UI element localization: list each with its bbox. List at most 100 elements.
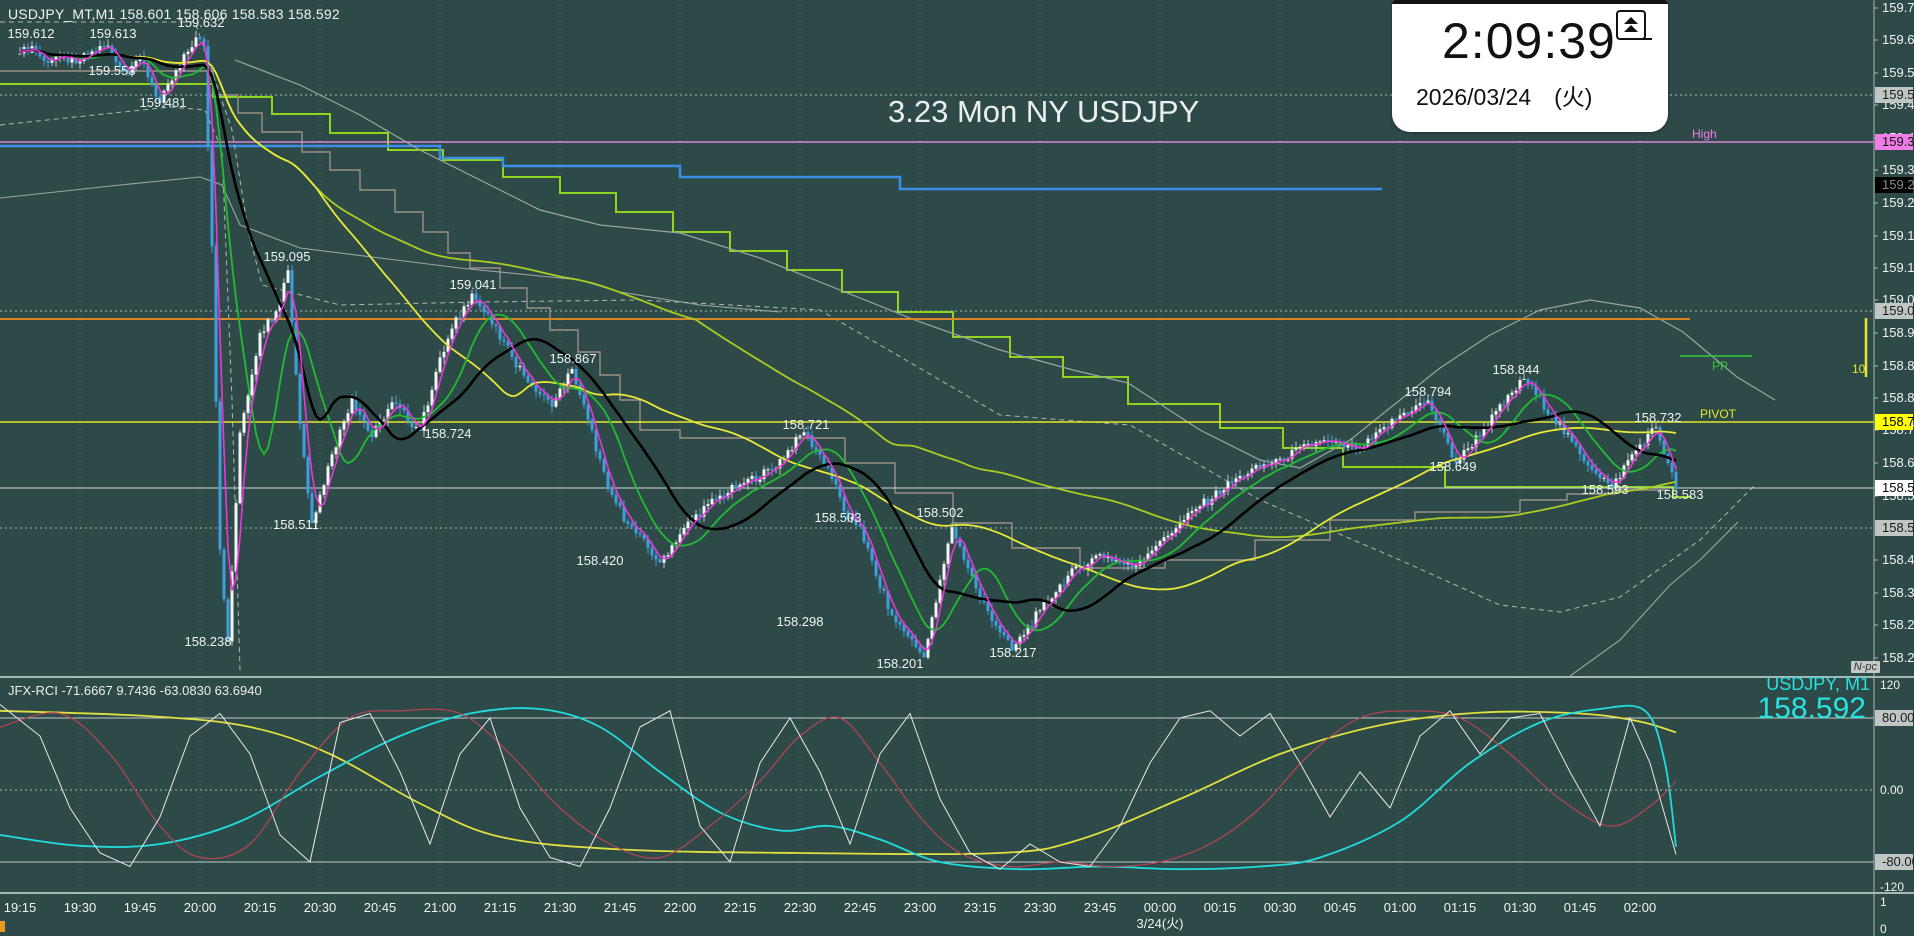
svg-text:20:00: 20:00 <box>184 900 217 915</box>
svg-text:159.550: 159.550 <box>1882 65 1914 80</box>
svg-text:158.650: 158.650 <box>1882 455 1914 470</box>
svg-text:158.721: 158.721 <box>783 417 830 432</box>
svg-text:158.724: 158.724 <box>425 426 472 441</box>
svg-text:-120: -120 <box>1880 880 1904 894</box>
svg-text:158.238: 158.238 <box>185 634 232 649</box>
pivot-line-label: PIVOT <box>1700 407 1737 421</box>
svg-text:159.095: 159.095 <box>264 249 311 264</box>
svg-text:158.800: 158.800 <box>1882 390 1914 405</box>
svg-text:159.612: 159.612 <box>8 26 55 41</box>
svg-text:0.00: 0.00 <box>1880 783 1904 797</box>
svg-text:158.425: 158.425 <box>1882 552 1914 567</box>
svg-text:21:30: 21:30 <box>544 900 577 915</box>
svg-text:159.290: 159.290 <box>1882 177 1914 192</box>
svg-text:1: 1 <box>1880 895 1887 909</box>
svg-text:19:45: 19:45 <box>124 900 157 915</box>
quote-symbol: USDJPY, M1 <box>1766 674 1870 694</box>
svg-text:21:15: 21:15 <box>484 900 517 915</box>
svg-text:159.632: 159.632 <box>178 15 225 30</box>
svg-text:159.325: 159.325 <box>1882 162 1914 177</box>
npc-badge: N-pc <box>1850 661 1880 673</box>
svg-text:00:30: 00:30 <box>1264 900 1297 915</box>
clock-date: 2026/03/24 (火) <box>1416 84 1593 110</box>
chart-title: 3.23 Mon NY USDJPY <box>888 94 1200 129</box>
quote-price: 158.592 <box>1757 692 1866 725</box>
svg-text:23:15: 23:15 <box>964 900 997 915</box>
svg-text:01:15: 01:15 <box>1444 900 1477 915</box>
svg-text:23:45: 23:45 <box>1084 900 1117 915</box>
svg-text:120: 120 <box>1880 678 1900 692</box>
svg-text:01:45: 01:45 <box>1564 900 1597 915</box>
svg-text:158.503: 158.503 <box>815 510 862 525</box>
svg-text:22:45: 22:45 <box>844 900 877 915</box>
svg-text:158.794: 158.794 <box>1405 384 1452 399</box>
svg-text:21:00: 21:00 <box>424 900 457 915</box>
clock-time: 2:09:39 <box>1442 13 1616 69</box>
svg-text:158.502: 158.502 <box>917 505 964 520</box>
svg-text:159.481: 159.481 <box>140 95 187 110</box>
svg-text:00:45: 00:45 <box>1324 900 1357 915</box>
svg-text:21:45: 21:45 <box>604 900 637 915</box>
svg-text:159.250: 159.250 <box>1882 195 1914 210</box>
svg-text:158.511: 158.511 <box>273 517 319 532</box>
svg-text:159.000: 159.000 <box>1882 303 1914 318</box>
svg-text:158.732: 158.732 <box>1635 410 1682 425</box>
svg-text:0: 0 <box>1880 922 1887 936</box>
svg-text:158.844: 158.844 <box>1493 362 1540 377</box>
svg-text:23:00: 23:00 <box>904 900 937 915</box>
svg-text:158.420: 158.420 <box>577 553 624 568</box>
svg-text:158.200: 158.200 <box>1882 650 1914 665</box>
scroll-corner-marker <box>0 921 5 932</box>
svg-text:159.700: 159.700 <box>1882 0 1914 15</box>
svg-text:01:00: 01:00 <box>1384 900 1417 915</box>
svg-text:22:00: 22:00 <box>664 900 697 915</box>
svg-text:158.875: 158.875 <box>1882 358 1914 373</box>
svg-text:19:15: 19:15 <box>4 900 37 915</box>
svg-text:00:00: 00:00 <box>1144 900 1177 915</box>
eject-icon <box>1624 17 1638 32</box>
svg-text:02:00: 02:00 <box>1624 900 1657 915</box>
svg-text:22:30: 22:30 <box>784 900 817 915</box>
svg-text:01:30: 01:30 <box>1504 900 1537 915</box>
svg-text:159.553: 159.553 <box>89 63 136 78</box>
svg-text:158.201: 158.201 <box>877 656 924 671</box>
svg-text:20:30: 20:30 <box>304 900 337 915</box>
high-line-label: High <box>1692 127 1717 141</box>
svg-text:20:15: 20:15 <box>244 900 277 915</box>
svg-text:158.867: 158.867 <box>550 351 597 366</box>
svg-text:159.625: 159.625 <box>1882 32 1914 47</box>
svg-text:00:15: 00:15 <box>1204 900 1237 915</box>
svg-text:158.649: 158.649 <box>1430 459 1477 474</box>
svg-text:159.388: 159.388 <box>1882 134 1914 149</box>
svg-text:158.593: 158.593 <box>1582 482 1629 497</box>
svg-text:158.583: 158.583 <box>1657 487 1704 502</box>
svg-text:158.275: 158.275 <box>1882 617 1914 632</box>
svg-text:23:30: 23:30 <box>1024 900 1057 915</box>
svg-text:158.298: 158.298 <box>777 614 824 629</box>
svg-text:158.500: 158.500 <box>1882 520 1914 535</box>
clock-collapse-button[interactable] <box>1616 10 1652 40</box>
svg-text:158.592: 158.592 <box>1882 480 1914 495</box>
clock-widget[interactable]: 2:09:39 2026/03/24 (火) <box>1392 0 1668 132</box>
symbol-ohlc-line: USDJPY_MT,M1 158.601 158.606 158.583 158… <box>8 6 340 22</box>
svg-text:159.500: 159.500 <box>1882 87 1914 102</box>
svg-text:20:45: 20:45 <box>364 900 397 915</box>
svg-text:159.613: 159.613 <box>90 26 137 41</box>
svg-text:159.175: 159.175 <box>1882 228 1914 243</box>
svg-text:158.350: 158.350 <box>1882 585 1914 600</box>
svg-text:19:30: 19:30 <box>64 900 97 915</box>
svg-text:22:15: 22:15 <box>724 900 757 915</box>
svg-text:3/24(火): 3/24(火) <box>1137 916 1184 931</box>
svg-text:158.217: 158.217 <box>990 645 1037 660</box>
indicator-label: JFX-RCI -71.6667 9.7436 -63.0830 63.6940 <box>8 683 262 698</box>
svg-text:159.100: 159.100 <box>1882 260 1914 275</box>
svg-text:158.950: 158.950 <box>1882 325 1914 340</box>
marker-10-label: 10 <box>1852 362 1866 376</box>
pp-line-label: PP <box>1712 359 1729 373</box>
svg-text:158.750: 158.750 <box>1882 414 1914 429</box>
svg-text:159.041: 159.041 <box>450 277 497 292</box>
